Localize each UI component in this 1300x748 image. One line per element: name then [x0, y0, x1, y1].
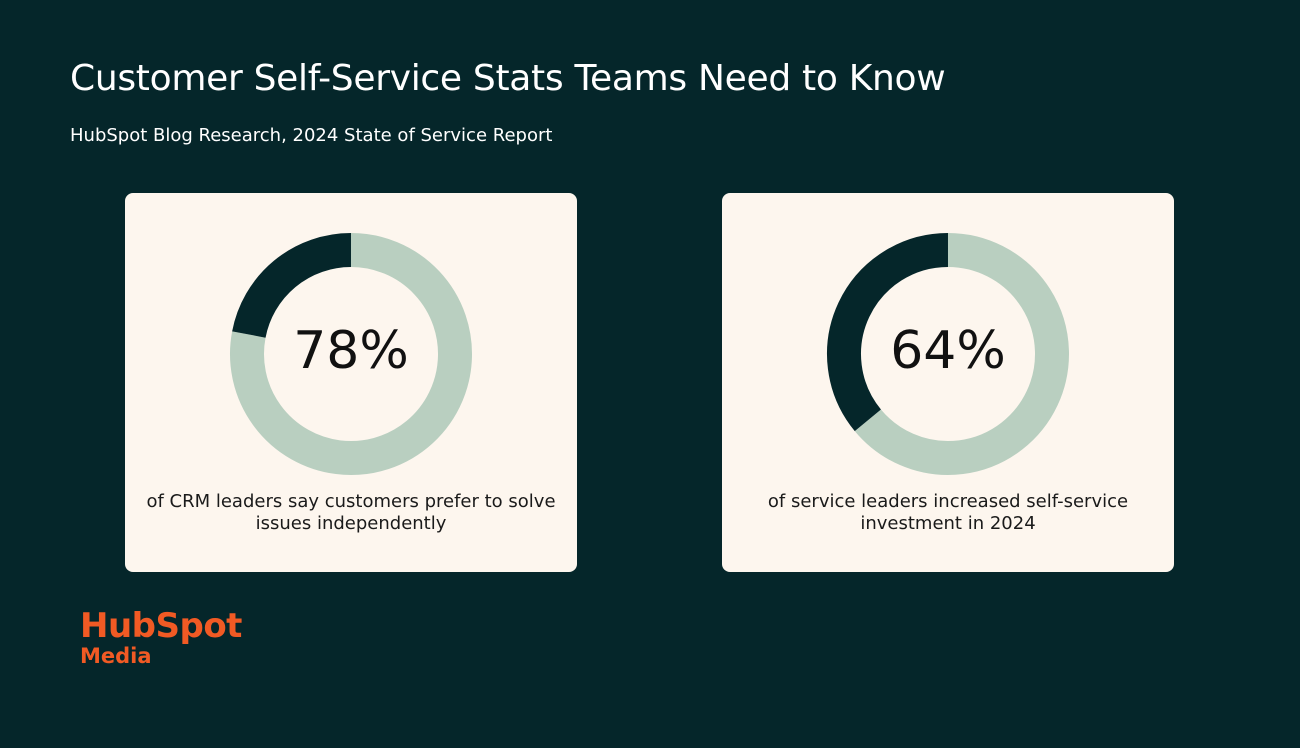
stat-card-2: 64% of service leaders increased self-se… — [722, 193, 1174, 572]
page-title: Customer Self-Service Stats Teams Need t… — [70, 58, 946, 99]
stat-caption: of CRM leaders say customers prefer to s… — [146, 491, 556, 534]
stat-card-1: 78% of CRM leaders say customers prefer … — [125, 193, 577, 572]
stat-value: 64% — [890, 321, 1006, 381]
stat-value: 78% — [293, 321, 409, 381]
donut-slice-value — [854, 233, 1069, 475]
donut-chart-2 — [827, 233, 1069, 475]
donut-slice-remainder — [827, 233, 949, 432]
donut-slice-value — [230, 233, 472, 475]
stat-caption: of service leaders increased self-servic… — [767, 491, 1129, 534]
page-subtitle: HubSpot Blog Research, 2024 State of Ser… — [70, 125, 553, 146]
donut-chart-1 — [230, 233, 472, 475]
donut-slice-remainder — [232, 233, 352, 339]
logo-subtext: Media — [80, 644, 152, 668]
logo-text: HubSpot — [80, 606, 242, 646]
hubspot-media-logo: HubSpot Media — [80, 608, 242, 668]
